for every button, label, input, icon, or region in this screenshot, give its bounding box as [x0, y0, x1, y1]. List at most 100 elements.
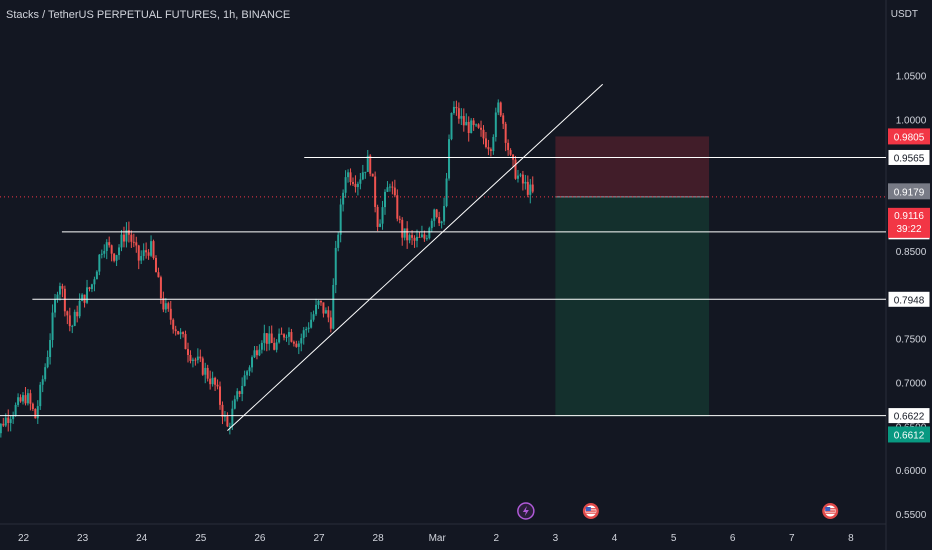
candle-body: [61, 286, 64, 289]
candle-body: [393, 187, 396, 196]
candle-body: [115, 255, 118, 261]
candle-body: [140, 256, 143, 261]
candle-body: [477, 124, 480, 128]
y-tick-label: 0.7000: [896, 378, 927, 389]
candle-body: [159, 277, 162, 299]
candle-body: [206, 367, 209, 379]
candle-body: [81, 294, 84, 301]
candle-body: [430, 220, 433, 229]
candle-body: [443, 206, 446, 222]
x-tick-label: 4: [612, 533, 618, 544]
candle-body: [41, 379, 44, 385]
candle-body: [290, 332, 293, 342]
candle-body: [95, 271, 98, 280]
candle-body: [457, 108, 460, 119]
candle-body: [413, 237, 416, 241]
candle-body: [194, 359, 197, 361]
y-tick-label: 1.0000: [896, 115, 927, 126]
candle-body: [110, 245, 113, 254]
candle-body: [465, 121, 468, 126]
candle-body: [487, 147, 490, 150]
candle-body: [228, 426, 231, 428]
candle-body: [201, 358, 204, 375]
candle-body: [12, 415, 15, 420]
candle-body: [223, 415, 226, 417]
candle-body: [100, 253, 103, 255]
candle-body: [302, 330, 305, 339]
x-tick-label: 6: [730, 533, 736, 544]
flag-canton: [585, 507, 591, 511]
candle-body: [204, 367, 207, 375]
candle-body: [339, 204, 342, 235]
candle-body: [31, 403, 34, 410]
candle-body: [186, 349, 189, 355]
candle-body: [526, 181, 529, 195]
chart-title: Stacks / TetherUS PERPETUAL FUTURES, 1h,…: [6, 9, 291, 21]
candle-body: [0, 423, 2, 434]
y-tick-label: 1.0500: [896, 71, 927, 82]
stop-price-badge: [888, 128, 930, 145]
candle-body: [238, 391, 241, 394]
candle-body: [396, 195, 399, 219]
candle-body: [46, 356, 49, 368]
candle-body: [470, 120, 473, 134]
candle-body: [391, 186, 394, 188]
level-price-badge: [887, 407, 931, 425]
candle-body: [334, 247, 337, 285]
candle-body: [246, 371, 249, 376]
candle-body: [519, 174, 522, 176]
candle-body: [251, 357, 254, 368]
candle-body: [22, 395, 25, 402]
y-tick-label: 0.6000: [896, 466, 927, 477]
candle-body: [248, 367, 251, 372]
candle-body: [157, 272, 160, 278]
candle-body: [73, 311, 76, 326]
candle-body: [108, 242, 111, 246]
candle-body: [226, 415, 229, 427]
candle-body: [211, 377, 214, 385]
candle-body: [472, 120, 475, 126]
candle-body: [122, 234, 125, 242]
candle-body: [152, 241, 155, 258]
candle-body: [361, 172, 364, 180]
candle-body: [337, 234, 340, 248]
candle-body: [347, 172, 350, 178]
candle-body: [524, 181, 527, 184]
candle-body: [423, 234, 426, 239]
candle-body: [253, 350, 256, 358]
candle-body: [351, 182, 354, 184]
candle-body: [319, 300, 322, 303]
candle-body: [531, 184, 534, 192]
candle-body: [19, 397, 22, 402]
x-tick-label: 24: [136, 533, 148, 544]
candle-body: [68, 315, 71, 327]
candle-body: [305, 328, 308, 331]
candle-body: [285, 336, 288, 338]
candle-body: [295, 343, 298, 347]
candle-body: [504, 123, 507, 143]
candle-body: [383, 191, 386, 208]
candle-body: [209, 378, 212, 385]
candle-body: [529, 184, 532, 195]
candle-body: [283, 334, 286, 338]
candle-body: [332, 284, 335, 329]
y-tick-label: 0.7500: [896, 335, 927, 346]
candle-body: [17, 397, 20, 405]
candle-body: [56, 294, 59, 300]
candle-body: [71, 325, 74, 327]
current-price-badge: [888, 207, 930, 238]
candle-body: [480, 127, 483, 130]
candle-body: [467, 121, 470, 134]
candle-body: [174, 329, 177, 332]
candle-body: [36, 406, 39, 419]
candle-body: [398, 218, 401, 220]
candle-body: [406, 228, 409, 241]
candle-body: [411, 235, 414, 238]
candle-body: [440, 221, 443, 224]
candle-body: [164, 303, 167, 310]
candle-body: [113, 253, 116, 261]
candle-body: [507, 142, 510, 151]
candle-body: [344, 177, 347, 193]
